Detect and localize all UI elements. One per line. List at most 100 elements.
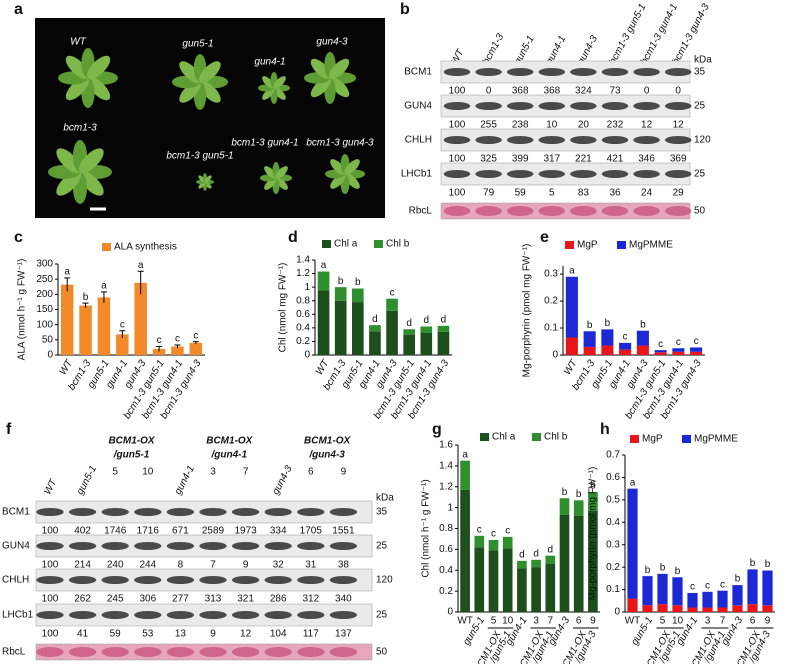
- marker: 50: [694, 206, 706, 217]
- bar: [517, 560, 527, 569]
- band-value: 317: [543, 154, 560, 165]
- band: [101, 542, 129, 550]
- row-name: BCM1: [2, 507, 30, 518]
- band-value: 12: [240, 629, 252, 640]
- band: [329, 542, 358, 550]
- band-value: 59: [110, 629, 122, 640]
- x-tick-label: 6: [750, 616, 756, 627]
- band: [101, 611, 129, 619]
- band: [264, 647, 292, 657]
- panel-label: a: [14, 1, 23, 18]
- legend-swatch: [682, 435, 691, 443]
- band-value: 36: [609, 188, 621, 199]
- band: [601, 136, 629, 144]
- bar: [619, 342, 632, 350]
- y-axis-label: ALA (nmol h⁻¹ g FW⁻¹): [17, 259, 28, 361]
- group-label: BCM1-OX: [206, 436, 253, 447]
- band-value: 262: [74, 594, 91, 605]
- band-value: 12: [673, 120, 685, 131]
- significance-letter: c: [120, 319, 125, 330]
- group-label: /gun4-1: [211, 450, 248, 461]
- group-label: /gun4-3: [308, 450, 345, 461]
- band-value: 100: [42, 560, 59, 571]
- panel-label: g: [432, 421, 442, 438]
- band: [329, 611, 358, 619]
- band: [633, 136, 660, 144]
- y-tick-label: 0.1: [606, 584, 620, 595]
- bar: [403, 329, 416, 335]
- significance-letter: a: [138, 260, 144, 271]
- group-label: BCM1-OX: [304, 436, 351, 447]
- band: [101, 647, 129, 657]
- group-label: /gun5-1: [113, 450, 150, 461]
- band-value: 238: [512, 120, 529, 131]
- y-tick-label: 0.4: [606, 517, 620, 528]
- band: [231, 647, 260, 657]
- significance-letter: c: [676, 337, 681, 348]
- band-value: 24: [641, 188, 653, 199]
- band: [297, 508, 325, 516]
- x-tick-label: 10: [502, 616, 514, 627]
- bar: [79, 305, 92, 355]
- band-value: 20: [578, 120, 590, 131]
- marker: 120: [376, 575, 393, 586]
- band: [664, 136, 692, 144]
- band: [329, 576, 358, 584]
- band-value: 41: [77, 629, 89, 640]
- legend-label: MgPMME: [629, 240, 673, 251]
- band: [134, 576, 162, 584]
- significance-letter: a: [321, 260, 327, 271]
- band: [264, 542, 292, 550]
- bar: [474, 535, 485, 548]
- significance-letter: b: [660, 563, 666, 574]
- bar: [317, 271, 330, 291]
- significance-letter: b: [750, 558, 756, 569]
- bar: [642, 605, 653, 612]
- x-tick-label: 5: [491, 616, 497, 627]
- band-value: 369: [670, 154, 687, 165]
- band-value: 277: [172, 594, 189, 605]
- band-value: 100: [449, 86, 466, 97]
- band: [134, 542, 162, 550]
- band-value: 334: [270, 526, 287, 537]
- genotype-label: gun4-3: [316, 37, 348, 48]
- band-value: 100: [42, 594, 59, 605]
- y-tick-label: 0: [47, 350, 53, 361]
- significance-letter: b: [645, 565, 651, 576]
- band: [601, 102, 629, 110]
- lane-label: 6: [308, 467, 314, 478]
- band: [231, 611, 260, 619]
- band: [506, 170, 534, 178]
- bar: [732, 585, 743, 606]
- band: [264, 611, 292, 619]
- band: [264, 508, 292, 516]
- band: [231, 576, 260, 584]
- leaf: [204, 175, 212, 183]
- band: [199, 576, 227, 584]
- marker: 50: [376, 647, 388, 658]
- bar: [386, 310, 398, 355]
- band: [443, 136, 471, 144]
- band-value: 1551: [332, 526, 355, 537]
- significance-letter: c: [690, 582, 695, 593]
- genotype-label: gun5-1: [182, 39, 213, 50]
- band-value: 321: [237, 594, 254, 605]
- bar: [531, 559, 541, 568]
- bar: [531, 567, 541, 612]
- y-tick-label: 0.2: [544, 296, 558, 307]
- marker: 35: [376, 507, 388, 518]
- leaf: [329, 58, 350, 79]
- bar: [545, 555, 556, 564]
- bar: [717, 590, 728, 608]
- y-tick-label: 0.2: [439, 586, 453, 597]
- genotype-label: WT: [70, 37, 86, 48]
- lane-label: 3: [210, 467, 216, 478]
- legend-swatch: [617, 241, 626, 249]
- significance-letter: b: [83, 292, 89, 303]
- panel-label: b: [400, 1, 410, 18]
- band: [297, 576, 325, 584]
- bar: [690, 351, 703, 355]
- row-name: RbcL: [409, 206, 433, 217]
- bar: [747, 604, 758, 612]
- y-tick-label: 1: [447, 502, 453, 513]
